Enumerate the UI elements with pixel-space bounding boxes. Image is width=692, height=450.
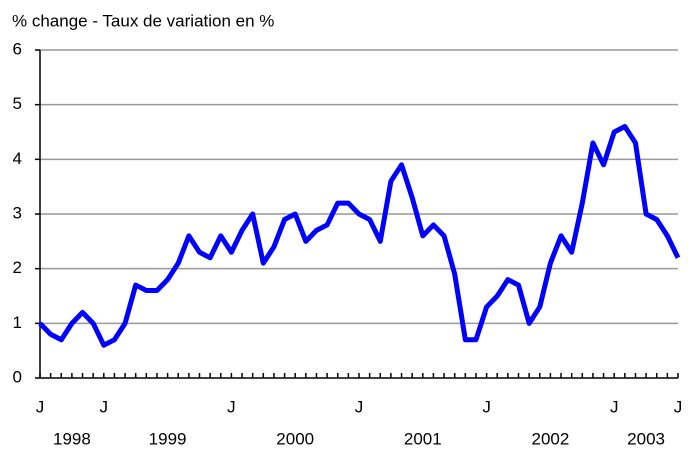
year-label: 2000 <box>276 429 314 448</box>
year-label: 2001 <box>404 429 442 448</box>
y-tick-label: 1 <box>13 313 22 332</box>
y-tick-label: 2 <box>13 258 22 277</box>
x-tick-label: J <box>610 397 619 416</box>
x-tick-label: J <box>36 397 45 416</box>
y-tick-label: 4 <box>13 149 22 168</box>
x-tick-label: J <box>674 397 683 416</box>
x-tick-label: J <box>355 397 364 416</box>
year-label: 1999 <box>149 429 187 448</box>
year-label: 2003 <box>627 429 665 448</box>
year-label: 2002 <box>531 429 569 448</box>
x-tick-label: J <box>100 397 109 416</box>
y-tick-label: 6 <box>13 39 22 58</box>
x-tick-label: J <box>482 397 491 416</box>
chart-title: % change - Taux de variation en % <box>12 11 274 30</box>
y-tick-label: 3 <box>13 203 22 222</box>
year-label: 1998 <box>53 429 91 448</box>
y-tick-label: 0 <box>13 367 22 386</box>
y-tick-label: 5 <box>13 94 22 113</box>
x-tick-label: J <box>227 397 236 416</box>
series-line <box>38 124 681 348</box>
